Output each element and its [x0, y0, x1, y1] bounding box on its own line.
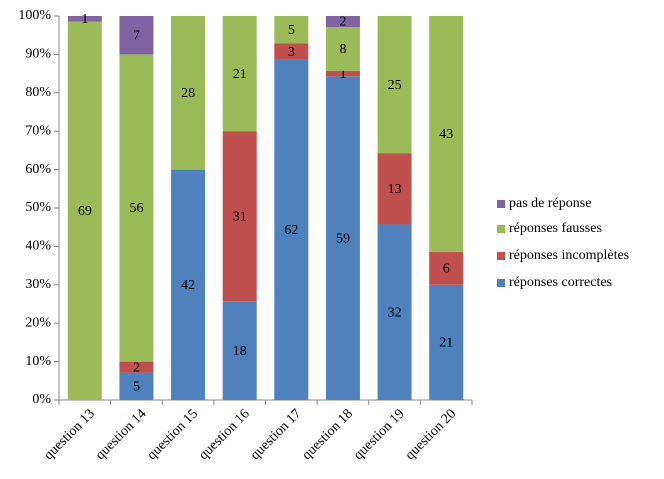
legend-swatch: [497, 200, 505, 208]
bar-segment: [171, 16, 206, 170]
data-label: 31: [233, 209, 247, 224]
data-label: 56: [129, 201, 143, 216]
data-label: 25: [388, 78, 402, 93]
y-tick-label: 20%: [25, 315, 51, 330]
legend-swatch: [497, 252, 505, 260]
y-tick-label: 40%: [25, 239, 51, 254]
bar-segment: [325, 70, 360, 77]
data-label: 28: [181, 86, 195, 101]
data-label: 62: [284, 223, 298, 238]
bar-segment: [429, 16, 464, 252]
bar-segment: [325, 76, 360, 400]
legend-label: réponses correctes: [509, 275, 612, 290]
y-tick-label: 10%: [25, 354, 51, 369]
bar-segment: [222, 16, 257, 132]
bar-segment: [67, 21, 102, 400]
legend-label: réponses incomplètes: [509, 248, 629, 263]
legend-swatch: [497, 279, 505, 287]
bar-segment: [119, 361, 154, 373]
data-label: 8: [339, 42, 346, 57]
y-tick-label: 0%: [32, 392, 51, 407]
x-tick-label: question 19: [351, 406, 408, 463]
data-label: 2: [133, 360, 140, 375]
bar-segment: [325, 26, 360, 71]
y-tick-label: 50%: [25, 200, 51, 215]
legend-swatch: [497, 225, 505, 233]
data-label: 5: [288, 23, 295, 38]
bar-segment: [429, 284, 464, 400]
data-label: 43: [439, 127, 453, 142]
y-tick-label: 100%: [18, 8, 51, 23]
data-label: 21: [439, 336, 453, 351]
data-label: 32: [388, 305, 402, 320]
bar-segment: [67, 16, 102, 22]
bar-segment: [119, 54, 154, 362]
legend-label: réponses fausses: [509, 221, 602, 236]
y-tick-label: 90%: [25, 47, 51, 62]
data-label: 42: [181, 278, 195, 293]
data-label: 59: [336, 231, 350, 246]
data-label: 69: [78, 204, 92, 219]
x-tick-label: question 18: [300, 406, 357, 463]
y-tick-label: 60%: [25, 162, 51, 177]
bar-segment: [274, 59, 309, 401]
data-label: 1: [339, 67, 346, 82]
data-label: 13: [388, 182, 402, 197]
legend-label: pas de réponse: [509, 196, 591, 211]
x-tick-label: question 17: [248, 406, 305, 463]
data-label: 6: [443, 262, 450, 277]
bar-segment: [222, 131, 257, 302]
bar-segment: [429, 251, 464, 285]
x-tick-label: question 20: [403, 406, 460, 463]
bar-segment: [377, 224, 412, 400]
y-tick-label: 30%: [25, 277, 51, 292]
bar-segment: [377, 16, 412, 154]
data-label: 21: [233, 67, 247, 82]
data-label: 1: [81, 12, 88, 27]
data-label: 2: [339, 15, 346, 30]
bar-segment: [119, 372, 154, 400]
x-tick-label: question 13: [41, 406, 98, 463]
data-label: 18: [233, 344, 247, 359]
x-tick-label: question 14: [93, 406, 150, 463]
bar-segment: [274, 43, 309, 60]
data-label: 7: [133, 28, 140, 43]
x-tick-label: question 15: [145, 406, 202, 463]
bar-segment: [377, 153, 412, 225]
bar-segment: [171, 169, 206, 400]
bar-segment: [274, 16, 309, 44]
x-tick-label: question 16: [196, 406, 253, 463]
bar-segment: [222, 301, 257, 400]
y-tick-label: 80%: [25, 85, 51, 100]
data-label: 3: [288, 45, 295, 60]
data-label: 5: [133, 380, 140, 395]
bar-segment: [325, 16, 360, 27]
y-tick-label: 70%: [25, 123, 51, 138]
bar-segment: [119, 16, 154, 55]
